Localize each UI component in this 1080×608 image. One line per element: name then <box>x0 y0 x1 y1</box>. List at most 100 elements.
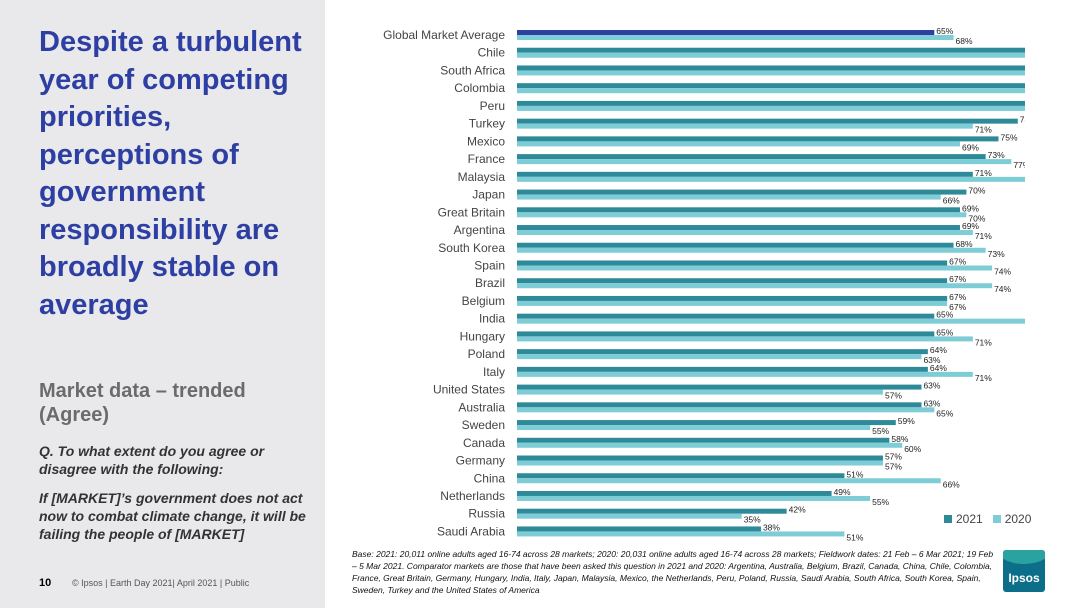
value-label-2020-united-states: 57% <box>885 391 902 401</box>
bar-2020-netherlands <box>517 495 871 501</box>
bar-2020-brazil <box>517 283 993 289</box>
category-label-poland: Poland <box>468 347 505 361</box>
value-label-2020-saudi-arabia: 51% <box>846 532 863 542</box>
value-label-2020-france: 77% <box>1013 160 1025 170</box>
bar-2020-poland <box>517 354 922 360</box>
left-panel: Despite a turbulent year of competing pr… <box>0 0 325 608</box>
category-label-malaysia: Malaysia <box>458 170 506 184</box>
bar-2021-germany <box>517 455 883 461</box>
category-label-peru: Peru <box>480 99 505 113</box>
statement-text: If [MARKET]’s government does not act no… <box>39 490 306 542</box>
headline: Despite a turbulent year of competing pr… <box>39 26 302 321</box>
bar-2020-chile <box>517 52 1025 58</box>
value-label-2020-china: 66% <box>943 479 960 489</box>
bar-2020-malaysia <box>517 176 1025 182</box>
bar-2021-turkey <box>517 118 1018 124</box>
base-note: Base: 2021: 20,011 online adults aged 16… <box>352 549 994 595</box>
category-label-australia: Australia <box>458 400 505 414</box>
page-number: 10 <box>39 577 52 589</box>
bar-2020-italy <box>517 371 973 377</box>
bar-2021-brazil <box>517 278 948 284</box>
bar-2021-united-states <box>517 384 922 390</box>
legend-item-2020: 2020 <box>992 512 1031 526</box>
value-label-2021-mexico: 75% <box>1001 132 1018 142</box>
value-label-2020-australia: 65% <box>936 408 953 418</box>
category-label-china: China <box>474 471 506 485</box>
value-label-2021-hungary: 65% <box>936 327 953 337</box>
bar-2020-spain <box>517 265 993 271</box>
value-label-2021-china: 51% <box>846 469 863 479</box>
bar-2020-saudi-arabia <box>517 531 845 537</box>
value-label-2020-turkey: 71% <box>975 125 992 135</box>
category-label-south-africa: South Africa <box>440 63 505 77</box>
bar-2020-colombia <box>517 88 1025 94</box>
category-label-canada: Canada <box>463 436 505 450</box>
bar-2020-argentina <box>517 230 973 236</box>
value-label-2021-france: 73% <box>988 150 1005 160</box>
question-text: Q. To what extent do you agree or disagr… <box>39 443 265 477</box>
bar-2021-great-britain <box>517 207 960 213</box>
bar-2020-china <box>517 478 941 484</box>
bar-2021-netherlands <box>517 490 832 496</box>
bar-2021-argentina <box>517 225 960 231</box>
category-label-germany: Germany <box>456 454 505 468</box>
value-label-2021-spain: 67% <box>949 256 966 266</box>
value-label-2021-canada: 58% <box>891 434 908 444</box>
bar-2020-belgium <box>517 300 948 306</box>
value-label-2021-saudi-arabia: 38% <box>763 522 780 532</box>
bar-2021-saudi-arabia <box>517 526 761 532</box>
bar-2020-peru <box>517 105 1025 111</box>
value-label-2021-global-market-average: 65% <box>936 26 953 36</box>
bar-2020-canada <box>517 442 903 448</box>
category-label-hungary: Hungary <box>460 329 505 343</box>
bar-2021-south-korea <box>517 242 954 248</box>
bar-2021-india <box>517 313 935 319</box>
value-label-2020-netherlands: 55% <box>872 497 889 507</box>
bar-2020-russia <box>517 513 742 519</box>
bar-2020-great-britain <box>517 212 967 218</box>
category-label-chile: Chile <box>478 46 506 60</box>
value-label-2021-malaysia: 71% <box>975 168 992 178</box>
ipsos-logo: Ipsos <box>1003 550 1045 592</box>
logo-text: Ipsos <box>1008 571 1040 585</box>
category-label-belgium: Belgium <box>462 294 505 308</box>
value-label-2020-belgium: 67% <box>949 302 966 312</box>
category-label-brazil: Brazil <box>475 276 505 290</box>
legend-item-2021: 2021 <box>944 512 983 526</box>
bar-2021-japan <box>517 189 967 195</box>
bar-2021-belgium <box>517 295 948 301</box>
value-label-2021-japan: 70% <box>968 186 985 196</box>
bar-2021-south-africa <box>517 65 1025 71</box>
bar-2020-australia <box>517 407 935 413</box>
value-label-2021-italy: 64% <box>930 363 947 373</box>
value-label-2021-united-states: 63% <box>923 381 940 391</box>
bar-2020-united-states <box>517 389 883 395</box>
category-label-netherlands: Netherlands <box>440 489 505 503</box>
category-label-saudi-arabia: Saudi Arabia <box>437 524 505 538</box>
category-label-global-market-average: Global Market Average <box>383 28 505 42</box>
bar-2021-global-market-average <box>517 30 935 35</box>
value-label-2021-russia: 42% <box>789 505 806 515</box>
value-label-2020-japan: 66% <box>943 196 960 206</box>
category-label-sweden: Sweden <box>462 418 505 432</box>
category-label-colombia: Colombia <box>454 81 505 95</box>
bar-2020-mexico <box>517 141 960 147</box>
bar-2020-hungary <box>517 336 973 342</box>
value-label-2021-germany: 57% <box>885 452 902 462</box>
value-label-2020-global-market-average: 68% <box>956 36 973 46</box>
value-label-2021-australia: 63% <box>923 398 940 408</box>
category-label-italy: Italy <box>483 365 505 379</box>
value-label-2020-mexico: 69% <box>962 142 979 152</box>
bar-2021-chile <box>517 47 1025 53</box>
bar-2021-france <box>517 154 986 160</box>
category-label-spain: Spain <box>474 258 505 272</box>
bar-2021-colombia <box>517 83 1025 89</box>
value-label-2020-russia: 35% <box>744 515 761 525</box>
bar-2020-south-africa <box>517 70 1025 76</box>
bar-2021-italy <box>517 366 928 372</box>
bar-2020-sweden <box>517 425 871 431</box>
logo-arc <box>1003 550 1045 564</box>
legend-label-2021: 2021 <box>956 512 983 526</box>
value-label-2021-turkey: 78% <box>1020 115 1025 125</box>
value-label-2021-great-britain: 69% <box>962 203 979 213</box>
